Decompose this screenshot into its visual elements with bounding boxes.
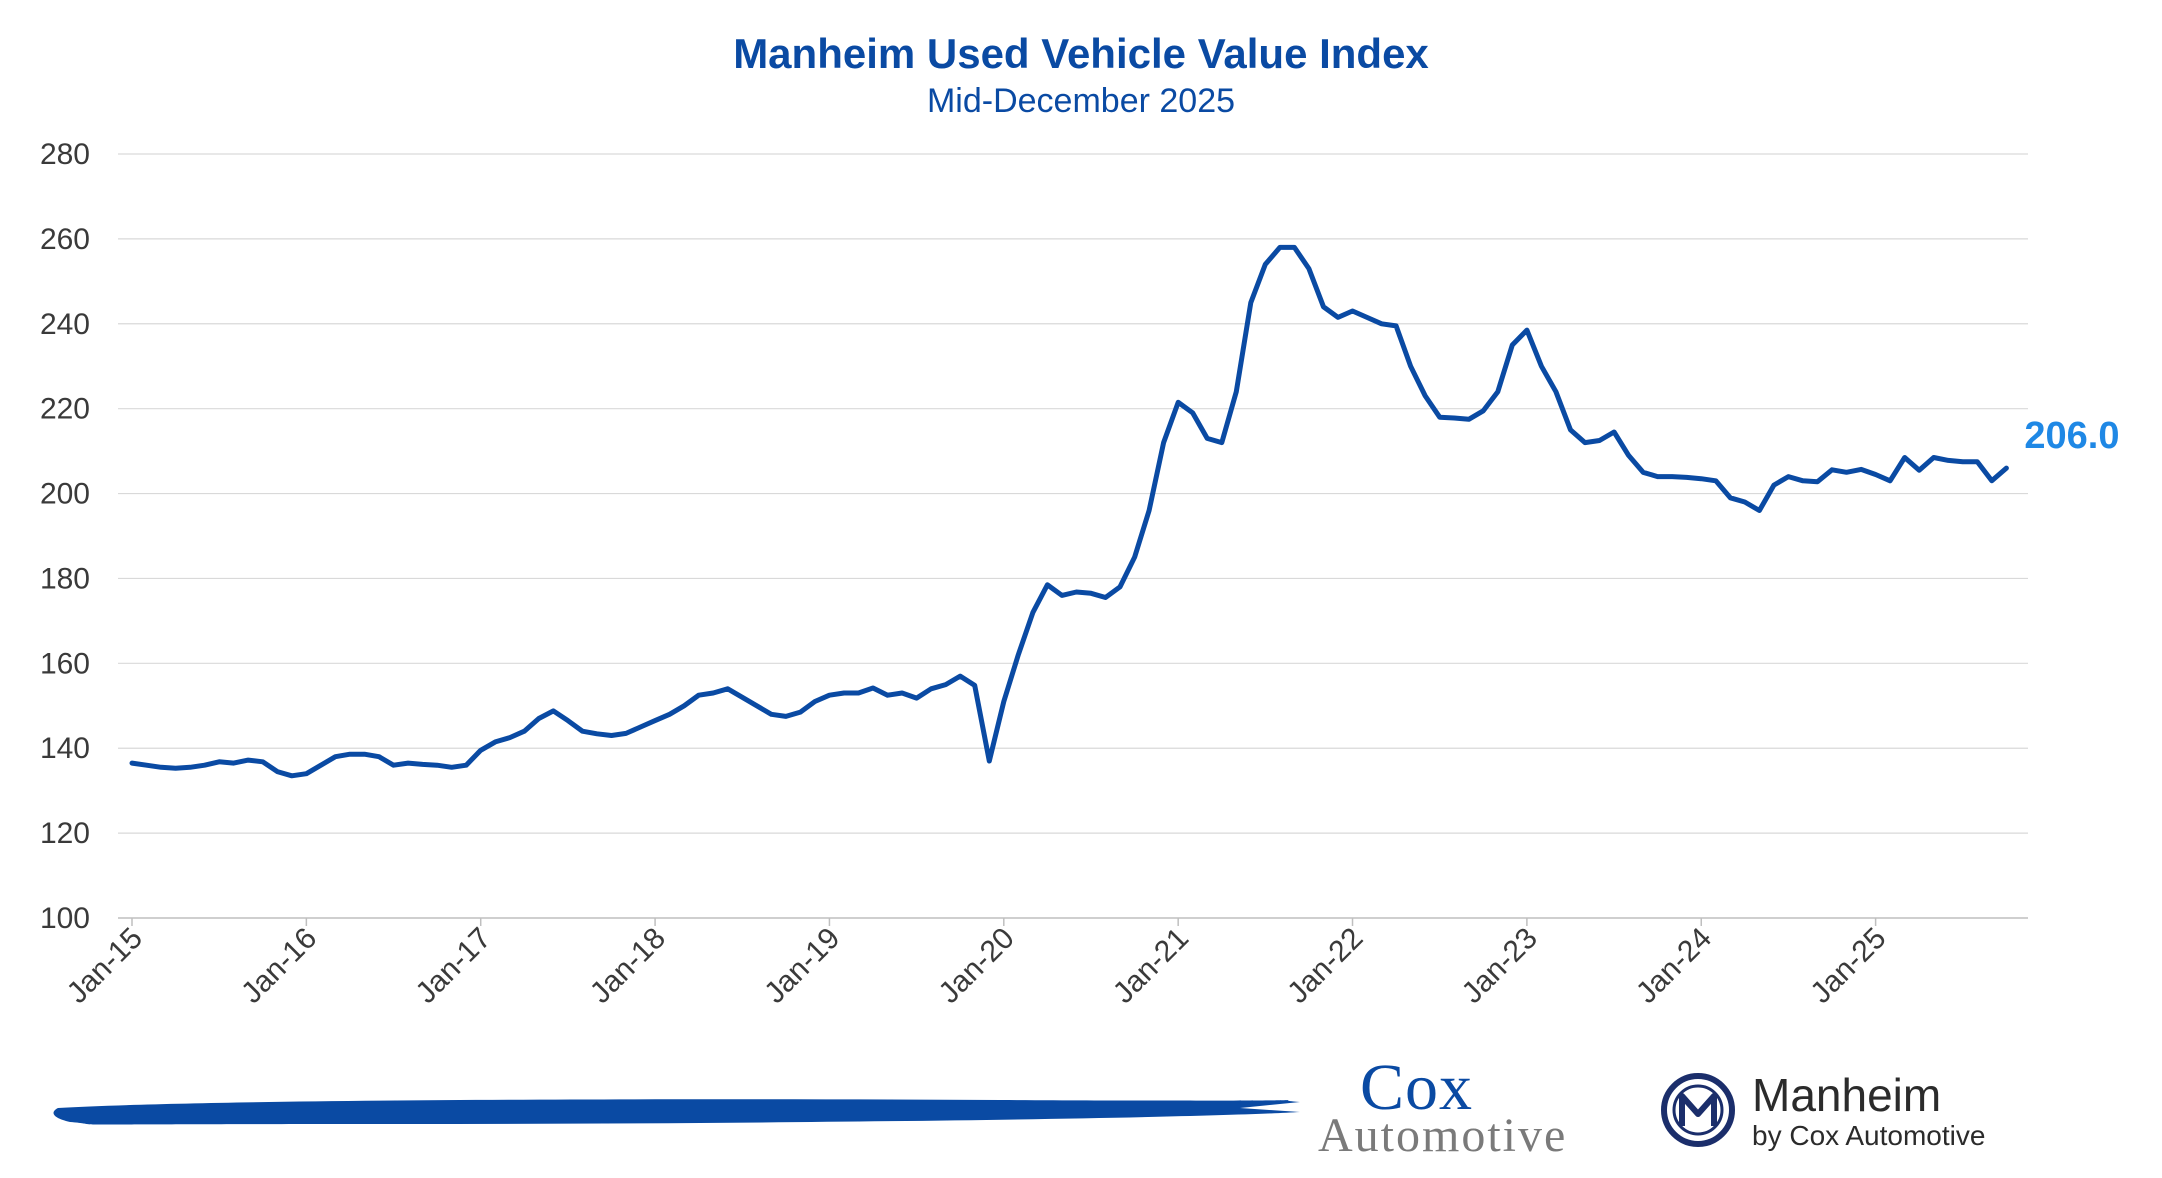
y-tick-label: 240 — [40, 308, 90, 341]
x-tick-label: Jan-25 — [1804, 922, 1892, 1010]
x-tick-label: Jan-23 — [1456, 922, 1544, 1010]
brush-stroke-icon — [53, 1099, 1300, 1125]
cox-logo-line1: Cox — [1360, 1051, 1474, 1124]
y-tick-label: 140 — [40, 732, 90, 765]
x-tick-label: Jan-20 — [933, 922, 1021, 1010]
manheim-logo-line2: by Cox Automotive — [1752, 1120, 1986, 1151]
x-tick-label: Jan-16 — [235, 922, 323, 1010]
x-tick-label: Jan-18 — [584, 922, 672, 1010]
series-line — [129, 244, 2009, 779]
y-tick-label: 280 — [40, 138, 90, 171]
y-tick-label: 220 — [40, 393, 90, 426]
y-tick-label: 120 — [40, 817, 90, 850]
manheim-m-icon — [1661, 1073, 1735, 1147]
end-value-label: 206.0 — [2024, 415, 2119, 457]
x-tick-label: Jan-17 — [409, 922, 497, 1010]
y-tick-label: 200 — [40, 478, 90, 511]
y-tick-label: 260 — [40, 223, 90, 256]
x-tick-label: Jan-22 — [1281, 922, 1369, 1010]
chart-title: Manheim Used Vehicle Value Index — [733, 30, 1429, 77]
x-tick-label: Jan-24 — [1630, 922, 1718, 1010]
chart-subtitle: Mid-December 2025 — [926, 82, 1236, 120]
x-tick-label: Jan-21 — [1107, 922, 1195, 1010]
y-tick-label: 160 — [40, 647, 90, 680]
x-tick-label: Jan-19 — [758, 922, 846, 1010]
manheim-logo-line1: Manheim — [1752, 1069, 1942, 1121]
y-tick-label: 180 — [40, 562, 90, 595]
y-tick-label: 100 — [40, 902, 90, 935]
cox-logo-line2: Automotive — [1318, 1109, 1568, 1162]
